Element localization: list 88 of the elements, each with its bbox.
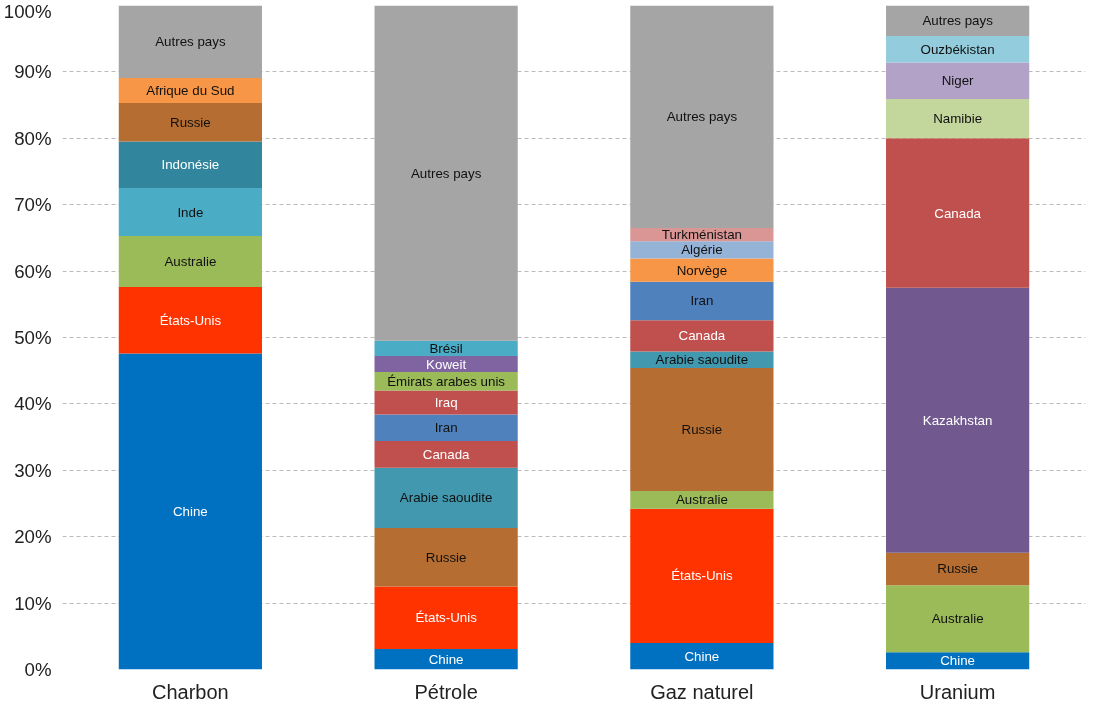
text: Russie — [170, 114, 211, 130]
y-tick-label: 30% — [14, 459, 52, 481]
bar — [374, 5, 518, 341]
bar — [374, 414, 518, 442]
bar — [374, 441, 518, 468]
text: Russie — [425, 549, 467, 565]
series-label: Arabie saoudite — [655, 352, 749, 368]
text: Chine — [172, 503, 208, 519]
y-tick-label: 100% — [3, 0, 52, 22]
series-label: Chine — [940, 653, 976, 669]
series-label: Russie — [937, 561, 979, 577]
y-tick-label: 70% — [14, 194, 52, 216]
text: États-Unis — [159, 312, 222, 328]
bar — [118, 287, 262, 354]
bar — [118, 141, 262, 189]
y-tick-label: 60% — [14, 260, 52, 282]
bar — [630, 490, 774, 509]
text: États-Unis — [671, 568, 733, 584]
series-label: Afrique du Sud — [146, 82, 235, 98]
bar — [118, 188, 262, 236]
bar — [630, 258, 774, 282]
text: Australie — [164, 253, 217, 269]
text: Autres pays — [155, 34, 226, 50]
text: Iran — [690, 293, 714, 309]
text: Canada — [678, 328, 726, 344]
text: Russie — [681, 421, 723, 437]
bar — [118, 235, 262, 288]
bar — [886, 585, 1030, 653]
bar — [630, 508, 774, 643]
text: Autres pays — [410, 165, 482, 181]
bar — [630, 368, 774, 491]
series-label: Ouzbékistan — [920, 41, 995, 57]
series-label: Indonésie — [161, 157, 220, 173]
series-label: Autres pays — [922, 13, 994, 29]
series-label: Koweit — [426, 356, 467, 372]
bar — [886, 287, 1030, 553]
bar — [886, 99, 1030, 139]
series-label: Iran — [434, 420, 458, 436]
series-label: Brésil — [429, 340, 463, 356]
bar — [886, 138, 1030, 288]
bar — [630, 642, 774, 670]
bar — [630, 320, 774, 352]
bar — [374, 390, 518, 415]
bar — [630, 5, 774, 228]
series-label: États-Unis — [415, 610, 478, 626]
x-tick-label: Pétrole — [414, 680, 478, 703]
bar — [886, 5, 1030, 37]
bar — [374, 528, 518, 587]
series-label: Namibie — [933, 111, 983, 127]
text: Canada — [934, 205, 981, 221]
series-label: Inde — [177, 204, 204, 220]
series-label: Turkménistan — [661, 227, 742, 243]
series-label: Niger — [941, 73, 975, 89]
bar — [118, 5, 262, 78]
series-label: Australie — [675, 492, 728, 508]
text: Autres pays — [666, 109, 738, 125]
bar — [374, 356, 518, 373]
series-label: Canada — [422, 446, 471, 462]
bar — [886, 552, 1030, 586]
bar — [118, 353, 262, 670]
bar — [374, 340, 518, 357]
y-tick-label: 20% — [14, 526, 52, 548]
text: Arabie saoudite — [399, 490, 493, 506]
bar — [374, 586, 518, 649]
series-label: Émirats arabes unis — [387, 373, 506, 389]
series-label: Algérie — [681, 242, 723, 258]
bar — [886, 36, 1030, 63]
text: Chine — [684, 648, 720, 664]
bar — [374, 467, 518, 529]
bar — [374, 648, 518, 670]
bar — [886, 652, 1030, 670]
x-tick-label: Gaz naturel — [650, 680, 754, 703]
y-tick-label: 0% — [24, 659, 52, 680]
y-tick-label: 90% — [14, 61, 52, 83]
y-tick-label: 80% — [14, 127, 52, 149]
series-label: Kazakhstan — [922, 412, 993, 428]
text: Chine — [428, 651, 464, 667]
bar — [118, 103, 262, 142]
x-tick-label: Uranium — [919, 680, 996, 703]
series-label: Norvège — [676, 262, 728, 278]
series-label: Iraq — [434, 395, 458, 411]
y-tick-label: 10% — [14, 592, 52, 614]
y-tick-label: 40% — [14, 393, 52, 415]
bar — [886, 62, 1030, 100]
x-tick-label: Charbon — [152, 680, 229, 703]
bar — [630, 281, 774, 321]
text: Australie — [931, 611, 984, 627]
y-tick-label: 50% — [14, 327, 52, 348]
